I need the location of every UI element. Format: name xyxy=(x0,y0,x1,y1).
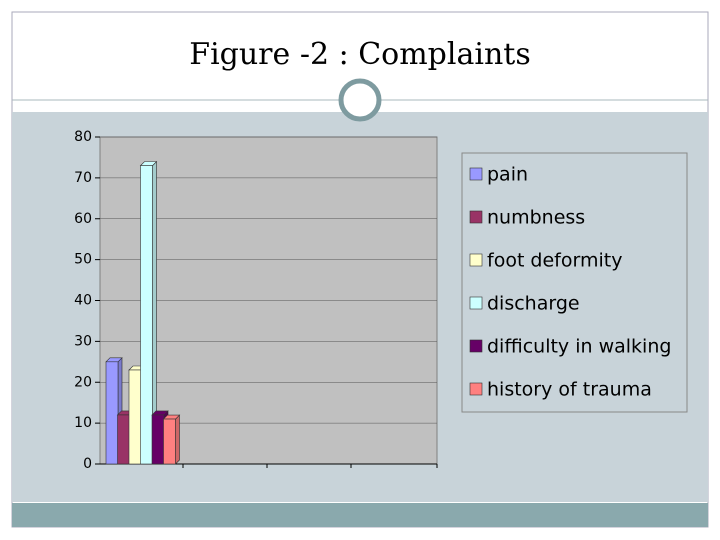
legend-swatch xyxy=(469,382,483,396)
bar xyxy=(151,414,165,465)
legend-label: numbness xyxy=(487,207,585,229)
bar xyxy=(128,369,142,465)
footer-bar xyxy=(12,503,708,527)
legend-swatch xyxy=(469,253,483,267)
legend-swatch xyxy=(469,210,483,224)
bar xyxy=(105,361,119,465)
bar xyxy=(140,165,153,465)
legend-label: difficulty in walking xyxy=(487,336,671,358)
y-tick-label: 40 xyxy=(74,293,92,309)
legend-label: history of trauma xyxy=(487,379,652,401)
y-tick-label: 0 xyxy=(83,456,92,472)
y-tick-label: 80 xyxy=(74,129,92,145)
chart-title: Figure -2 : Complaints xyxy=(189,37,530,72)
legend-label: foot deformity xyxy=(487,250,622,272)
legend-label: pain xyxy=(487,164,528,186)
legend-box xyxy=(461,152,688,413)
y-tick-label: 20 xyxy=(74,374,92,390)
y-tick-label: 30 xyxy=(74,333,92,349)
y-tick-label: 10 xyxy=(74,415,92,431)
bar-side xyxy=(175,414,180,465)
y-tick-label: 70 xyxy=(74,170,92,186)
y-tick-label: 50 xyxy=(74,252,92,268)
legend-swatch xyxy=(469,296,483,310)
legend-swatch xyxy=(469,167,483,181)
legend-swatch xyxy=(469,339,483,353)
legend-label: discharge xyxy=(487,293,580,315)
y-tick-label: 60 xyxy=(74,211,92,227)
title-ornament xyxy=(338,78,382,122)
bar xyxy=(163,418,176,465)
bar xyxy=(117,414,130,465)
